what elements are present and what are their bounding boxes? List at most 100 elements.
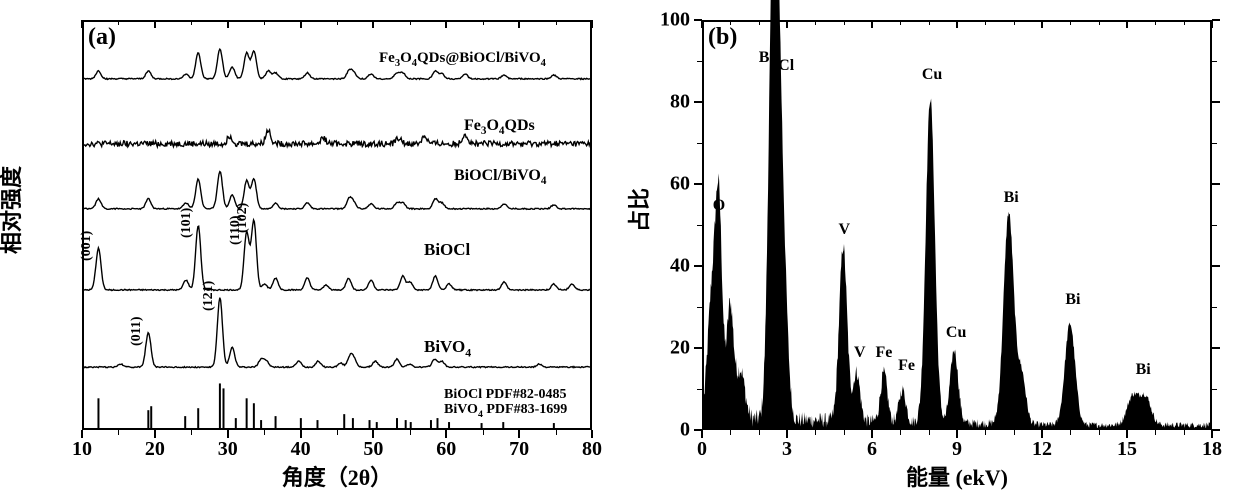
x-minor-tick — [1070, 430, 1071, 435]
miller-index: (011) — [129, 316, 145, 346]
x-minor-tick — [264, 430, 265, 435]
y-tick-right — [1212, 265, 1220, 267]
x-tick-top — [81, 20, 83, 28]
peak-label: Bi — [759, 49, 774, 67]
series-label: BiVO4 — [424, 337, 471, 360]
y-minor-tick-right — [1212, 225, 1217, 226]
peak-label: V — [838, 221, 850, 239]
y-tick-label: 60 — [656, 173, 690, 196]
x-tick — [956, 430, 958, 438]
peak-label: Cu — [922, 66, 942, 84]
peak-label: Bi — [1065, 291, 1080, 309]
x-minor-tick-top — [1099, 20, 1100, 25]
miller-index: (102) — [235, 202, 251, 232]
x-minor-tick-top — [556, 20, 557, 25]
x-minor-tick — [118, 430, 119, 435]
x-tick-top — [871, 20, 873, 28]
x-minor-tick-top — [1014, 20, 1015, 25]
x-tick-top — [956, 20, 958, 28]
y-axis-label-b: 占比 — [622, 60, 654, 360]
panel-a: BiOCl PDF#82-0485BiVO4 PDF#83-1699 BiVO4 (… — [0, 0, 620, 500]
ref-label: BiOCl PDF#82-0485 — [444, 387, 567, 403]
x-minor-tick-top — [759, 20, 760, 25]
x-minor-tick — [730, 430, 731, 435]
x-minor-tick — [1014, 430, 1015, 435]
y-tick-label: 0 — [656, 419, 690, 442]
peak-label: Fe — [898, 357, 915, 375]
x-minor-tick — [410, 430, 411, 435]
peak-label: Cu — [946, 324, 966, 342]
x-tick-top — [591, 20, 593, 28]
x-minor-tick-top — [985, 20, 986, 25]
series-label: Fe3O4QDs@BiOCl/BiVO4 — [379, 50, 546, 69]
panel-a-label: (a) — [88, 24, 116, 51]
y-axis-label-a: 相对强度 — [0, 60, 26, 360]
x-minor-tick-top — [1070, 20, 1071, 25]
x-minor-tick — [985, 430, 986, 435]
series-label: BiOCl — [424, 240, 470, 260]
miller-index: (001) — [79, 230, 95, 260]
x-minor-tick — [191, 430, 192, 435]
ref-label: BiVO4 PDF#83-1699 — [444, 402, 567, 420]
x-tick-label: 18 — [1202, 438, 1222, 461]
x-tick — [300, 430, 302, 438]
x-tick-label: 10 — [72, 438, 92, 461]
y-minor-tick-right — [1212, 143, 1217, 144]
x-minor-tick — [337, 430, 338, 435]
x-tick-label: 70 — [509, 438, 529, 461]
y-tick-right — [1212, 101, 1220, 103]
x-minor-tick-top — [337, 20, 338, 25]
miller-index: (121) — [201, 280, 217, 310]
peak-label: Fe — [875, 344, 892, 362]
x-tick — [154, 430, 156, 438]
panel-b: OBiClVVFeFeCuCuBiBiBi (b) 能量 (ekV) 占比 03… — [620, 0, 1240, 500]
peak-label: O — [713, 197, 725, 215]
x-tick-label: 3 — [782, 438, 792, 461]
x-minor-tick-top — [815, 20, 816, 25]
x-tick-top — [445, 20, 447, 28]
x-tick — [372, 430, 374, 438]
y-tick-right — [1212, 183, 1220, 185]
x-axis-label-a: 角度（2θ） — [82, 460, 592, 492]
x-minor-tick — [1184, 430, 1185, 435]
x-minor-tick-top — [410, 20, 411, 25]
x-minor-tick-top — [844, 20, 845, 25]
x-tick-label: 80 — [582, 438, 602, 461]
peak-label: V — [854, 344, 866, 362]
x-tick-top — [1126, 20, 1128, 28]
x-tick-label: 50 — [363, 438, 383, 461]
y-tick-label: 80 — [656, 91, 690, 114]
miller-index: (101) — [179, 207, 195, 237]
y-tick — [694, 347, 702, 349]
x-tick-top — [518, 20, 520, 28]
x-tick — [1041, 430, 1043, 438]
x-tick-label: 6 — [867, 438, 877, 461]
x-tick-label: 60 — [436, 438, 456, 461]
y-tick-label: 40 — [656, 255, 690, 278]
x-minor-tick-top — [264, 20, 265, 25]
x-tick-label: 40 — [291, 438, 311, 461]
x-tick-label: 30 — [218, 438, 238, 461]
x-minor-tick — [844, 430, 845, 435]
x-minor-tick — [759, 430, 760, 435]
x-minor-tick — [1099, 430, 1100, 435]
series-label: Fe3O4QDs — [464, 117, 535, 137]
y-minor-tick-right — [1212, 61, 1217, 62]
x-tick-top — [701, 20, 703, 28]
y-tick-label: 100 — [656, 9, 690, 32]
x-tick-top — [300, 20, 302, 28]
x-tick-label: 20 — [145, 438, 165, 461]
y-tick-right — [1212, 19, 1220, 21]
x-minor-tick-top — [1184, 20, 1185, 25]
x-tick — [1211, 430, 1213, 438]
x-minor-tick-top — [191, 20, 192, 25]
x-tick-label: 0 — [697, 438, 707, 461]
x-minor-tick-top — [483, 20, 484, 25]
y-tick-label: 20 — [656, 337, 690, 360]
x-minor-tick — [483, 430, 484, 435]
x-tick-label: 15 — [1117, 438, 1137, 461]
y-tick — [694, 183, 702, 185]
x-tick — [518, 430, 520, 438]
y-tick — [694, 429, 702, 431]
y-tick-right — [1212, 347, 1220, 349]
